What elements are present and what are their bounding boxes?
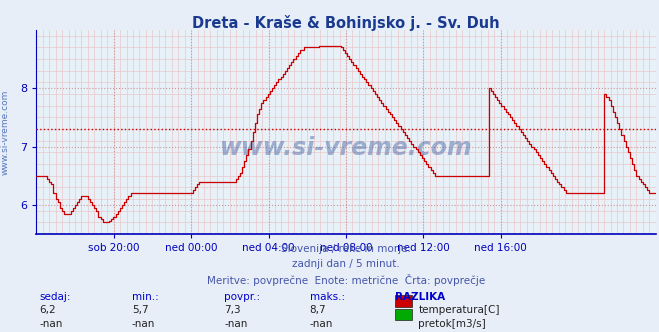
Text: -nan: -nan	[224, 319, 247, 329]
Text: 5,7: 5,7	[132, 305, 148, 315]
Text: www.si-vreme.com: www.si-vreme.com	[1, 90, 10, 176]
Text: sedaj:: sedaj:	[40, 292, 71, 302]
Text: www.si-vreme.com: www.si-vreme.com	[219, 136, 473, 160]
Text: zadnji dan / 5 minut.: zadnji dan / 5 minut.	[292, 259, 400, 269]
Text: maks.:: maks.:	[310, 292, 345, 302]
Text: -nan: -nan	[40, 319, 63, 329]
Text: min.:: min.:	[132, 292, 159, 302]
Text: -nan: -nan	[132, 319, 155, 329]
Text: 6,2: 6,2	[40, 305, 56, 315]
Text: 7,3: 7,3	[224, 305, 241, 315]
Text: povpr.:: povpr.:	[224, 292, 260, 302]
Text: pretok[m3/s]: pretok[m3/s]	[418, 319, 486, 329]
Text: Dreta - Kraše & Bohinjsko j. - Sv. Duh: Dreta - Kraše & Bohinjsko j. - Sv. Duh	[192, 15, 500, 31]
Text: Meritve: povprečne  Enote: metrične  Črta: povprečje: Meritve: povprečne Enote: metrične Črta:…	[207, 274, 485, 286]
Text: temperatura[C]: temperatura[C]	[418, 305, 500, 315]
Text: 8,7: 8,7	[310, 305, 326, 315]
Text: RAZLIKA: RAZLIKA	[395, 292, 445, 302]
Text: Slovenija / reke in morje.: Slovenija / reke in morje.	[281, 244, 411, 254]
Text: -nan: -nan	[310, 319, 333, 329]
